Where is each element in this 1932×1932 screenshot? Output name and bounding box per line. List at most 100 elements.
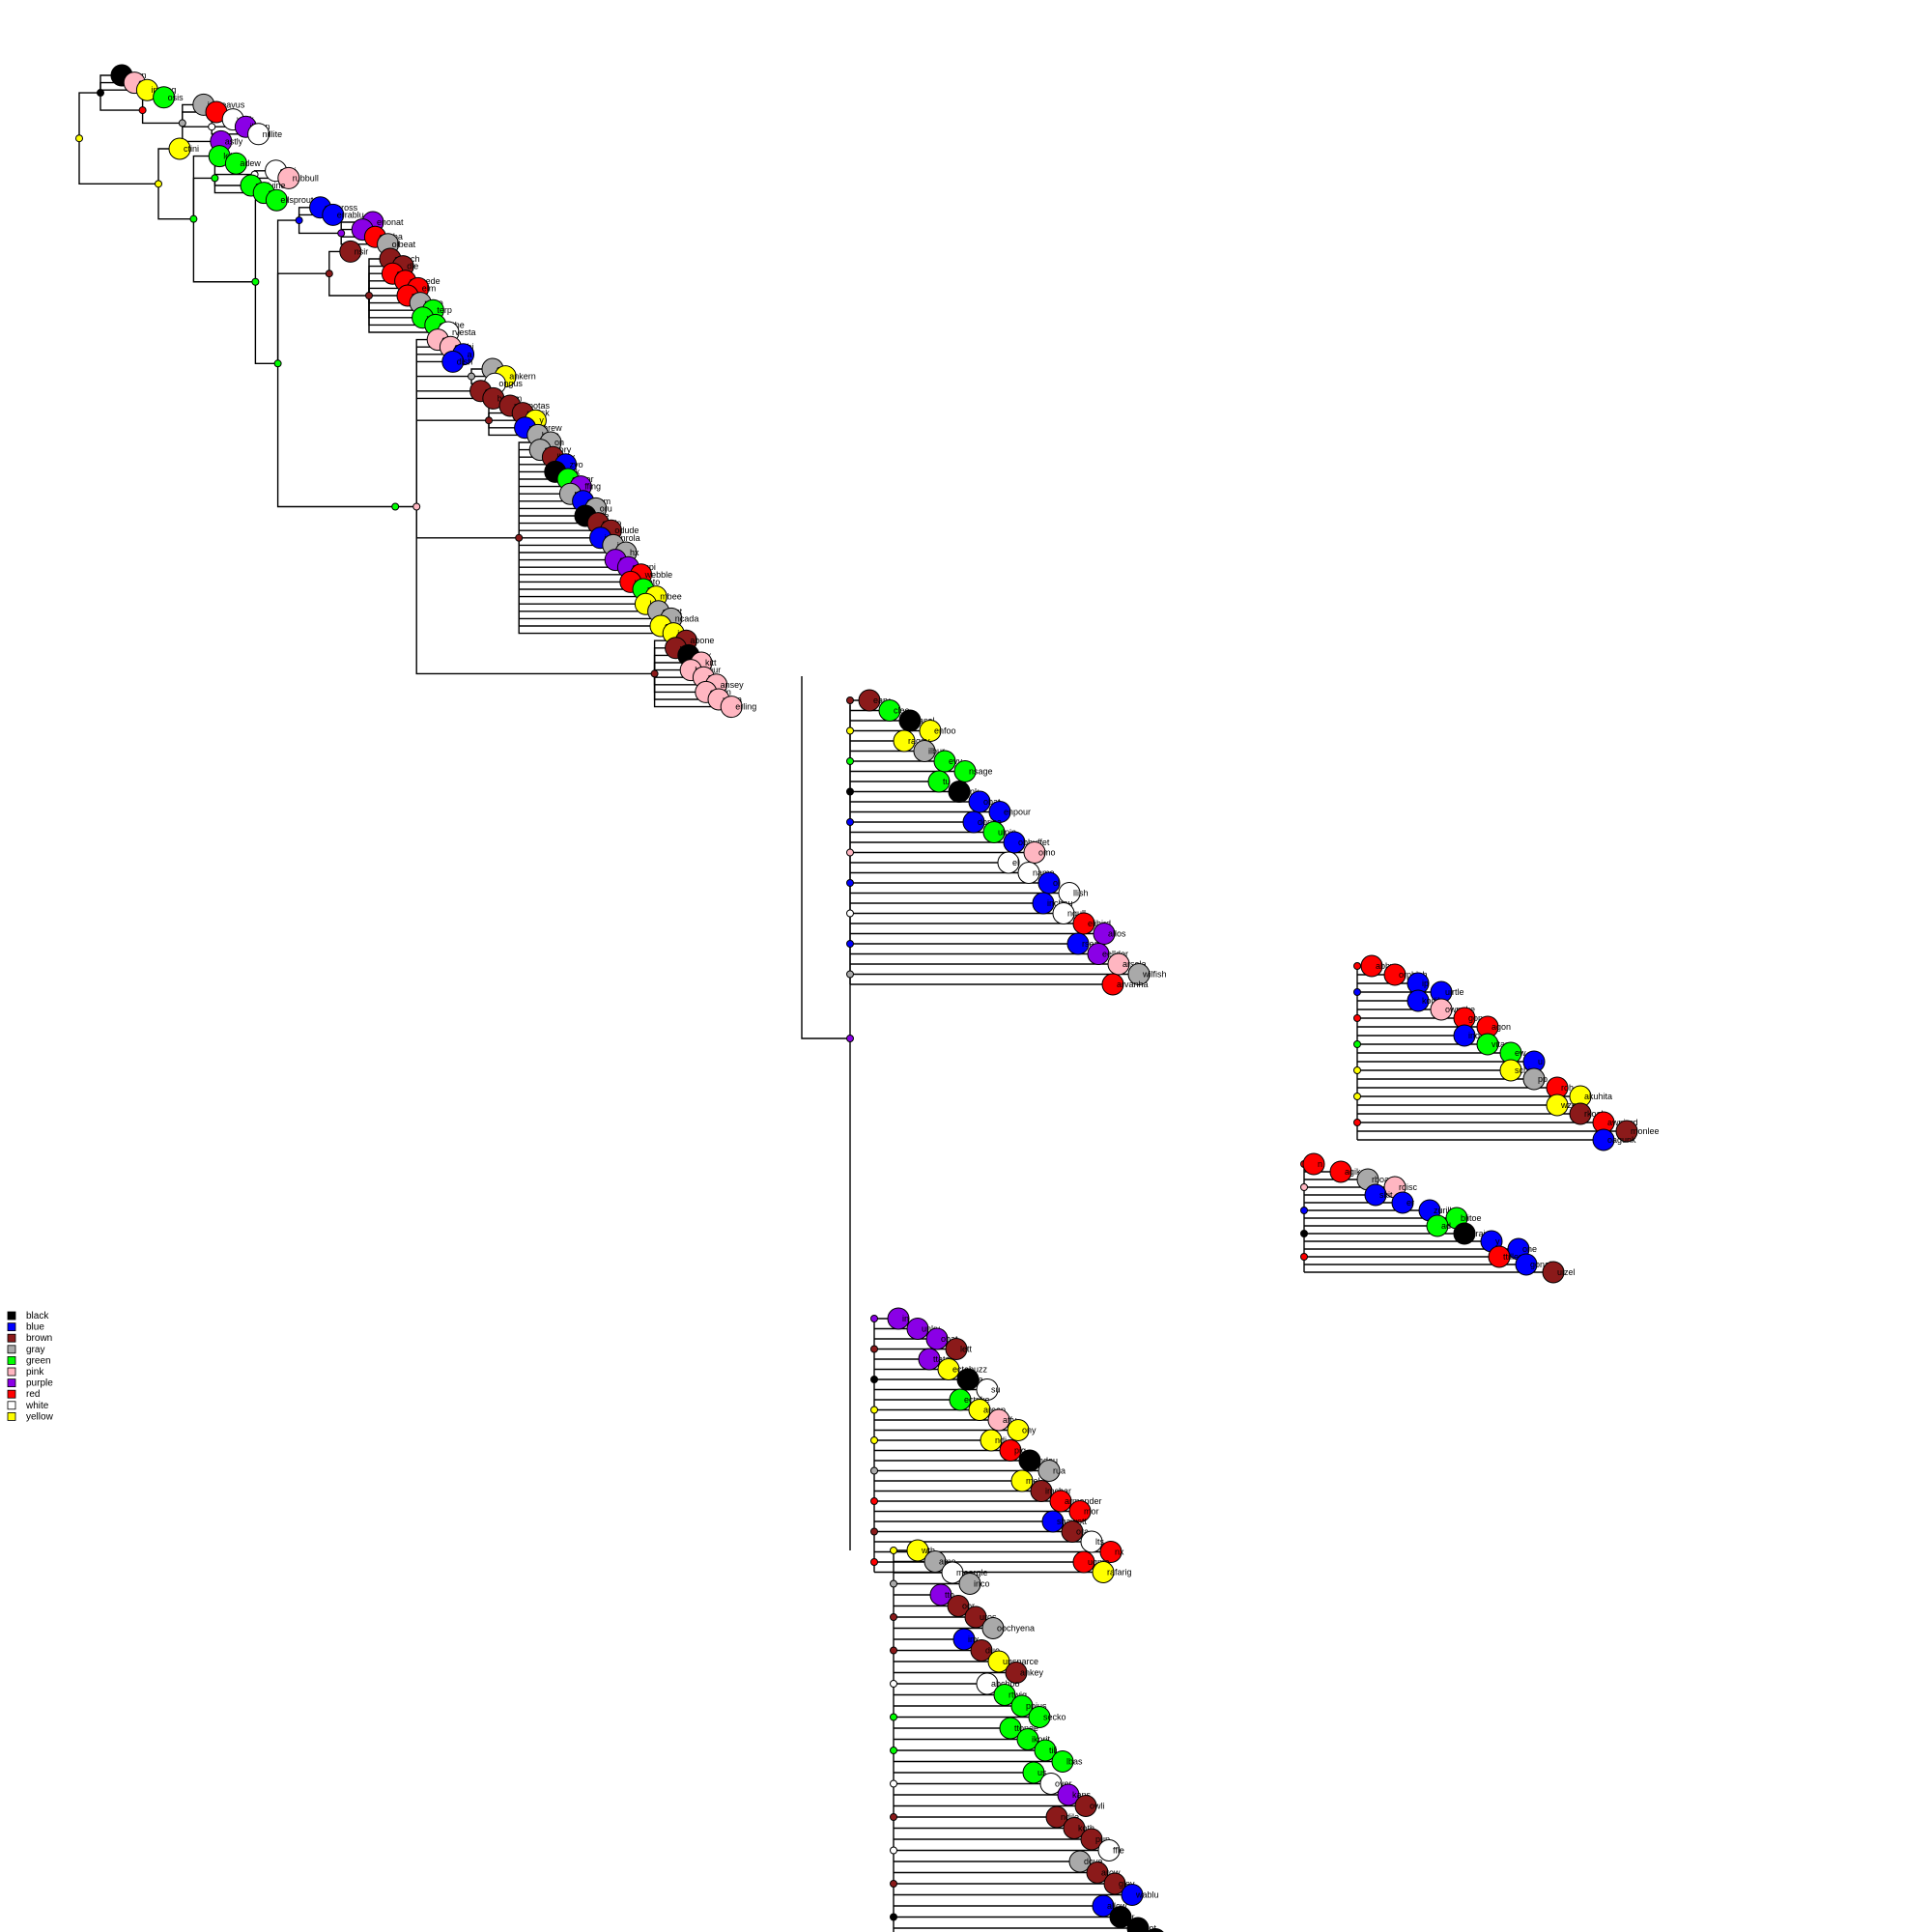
- internal-node: [1353, 1040, 1361, 1048]
- leaf-label: oagunk: [1607, 1135, 1636, 1145]
- leaf-label: wth: [921, 1546, 935, 1555]
- leaf-label: oru: [600, 503, 612, 513]
- internal-node: [870, 1558, 878, 1566]
- leaf-node: [1018, 1449, 1041, 1472]
- leaf-node: [1017, 862, 1040, 884]
- tree-edge: [99, 93, 143, 111]
- leaf-label: ad: [1441, 1221, 1451, 1231]
- internal-node: [890, 1646, 897, 1655]
- leaf-node: [1127, 963, 1151, 985]
- leaf-node: [878, 699, 901, 722]
- leaf-label: one: [1522, 1244, 1537, 1254]
- leaf-label: eary: [873, 696, 891, 705]
- leaf-node: [1092, 1894, 1115, 1918]
- tree-edge: [276, 272, 329, 364]
- leaf-label: oochyena: [997, 1624, 1035, 1634]
- leaf-label: rsea: [1082, 939, 1099, 949]
- legend-swatch: [7, 1345, 16, 1354]
- leaf-label: rafarig: [1107, 1568, 1132, 1577]
- leaf-node: [1453, 1024, 1476, 1047]
- leaf-node: [1488, 1245, 1511, 1268]
- legend-label: gray: [26, 1345, 44, 1355]
- leaf-node: [1364, 1183, 1387, 1207]
- leaf-node: [441, 350, 465, 373]
- leaf-label: tili: [1049, 1746, 1058, 1755]
- leaf-node: [970, 1639, 993, 1662]
- leaf-label: abchoo: [991, 1679, 1020, 1689]
- internal-node: [890, 1713, 897, 1721]
- internal-node: [846, 970, 854, 979]
- tree-edge: [415, 375, 471, 507]
- leaf-node: [988, 801, 1011, 823]
- color-legend: blackbluebrowngraygreenpinkpurpleredwhit…: [7, 1311, 54, 1422]
- leaf-node: [999, 1439, 1022, 1462]
- tree-edge: [254, 281, 278, 364]
- leaf-node: [1522, 1067, 1546, 1091]
- internal-node: [890, 1880, 897, 1888]
- leaf-label: llish: [1073, 889, 1089, 898]
- internal-node: [650, 669, 659, 678]
- leaf-label: koth: [1078, 1824, 1094, 1833]
- leaf-label: evy: [949, 756, 963, 766]
- leaf-node: [1097, 1839, 1121, 1861]
- internal-node: [870, 1436, 878, 1444]
- internal-node: [890, 1680, 897, 1688]
- leaf-node: [1049, 1490, 1072, 1513]
- internal-node: [412, 502, 421, 511]
- tree-internal-nodes: [75, 89, 1361, 1921]
- tree-edge: [141, 110, 183, 125]
- leaf-label: easel: [914, 716, 935, 725]
- leaf-node: [1030, 1480, 1053, 1502]
- leaf-node: [1101, 973, 1124, 996]
- leaf-node: [1086, 1861, 1109, 1884]
- leaf-node: [1546, 1094, 1569, 1117]
- leaf-label: enpour: [1004, 808, 1031, 817]
- leaf-node: [918, 1348, 941, 1371]
- tree-edge: [415, 338, 439, 507]
- leaf-label: a: [468, 350, 472, 359]
- internal-node: [890, 1913, 897, 1921]
- internal-node: [846, 909, 854, 918]
- leaf-label: ncada: [675, 613, 699, 623]
- internal-node: [846, 848, 854, 857]
- legend-swatch: [7, 1311, 16, 1321]
- tree-edge: [801, 676, 850, 1039]
- leaf-node: [1542, 1261, 1565, 1284]
- leaf-label: atot: [1142, 1923, 1157, 1932]
- legend-label: white: [25, 1401, 49, 1411]
- leaf-label: kans: [1072, 1790, 1092, 1800]
- leaf-label: zurill: [1434, 1206, 1452, 1215]
- leaf-node: [224, 152, 247, 175]
- leaf-label: ilbur: [928, 747, 945, 756]
- leaf-node: [1406, 989, 1430, 1012]
- leaf-label: cleo: [894, 706, 910, 716]
- internal-node: [1353, 1119, 1361, 1126]
- leaf-label: monlee: [1631, 1126, 1660, 1136]
- leaf-label: zle: [972, 1375, 983, 1384]
- leaf-node: [1453, 1222, 1476, 1245]
- leaf-node: [898, 709, 922, 732]
- tree-edge: [415, 419, 489, 507]
- leaf-node: [1430, 998, 1453, 1021]
- tree-edge: [415, 506, 520, 539]
- leaf-label: agikarp: [1345, 1167, 1374, 1177]
- legend-label: purple: [26, 1378, 53, 1389]
- leaf-label: uizel: [1557, 1267, 1576, 1277]
- leaf-label: arsola: [1122, 959, 1147, 969]
- leaf-label: adew: [240, 158, 261, 168]
- leaf-label: elibird: [1088, 919, 1111, 928]
- leaf-label: meargle: [956, 1568, 988, 1577]
- leaf-node: [168, 137, 191, 160]
- leaf-label: ellsprout: [280, 195, 314, 205]
- leaf-node: [1080, 1828, 1103, 1851]
- leaf-node: [1426, 1214, 1449, 1237]
- tree-leaves: hownewinglingosisisdreavuswickilloonnill…: [110, 64, 1660, 1932]
- leaf-node: [858, 689, 881, 712]
- leaf-node: [993, 1684, 1016, 1706]
- leaf-label: ame: [939, 1557, 956, 1567]
- leaf-label: enonat: [377, 217, 404, 227]
- leaf-label: rkrai: [1468, 1229, 1486, 1238]
- leaf-node: [968, 1399, 991, 1421]
- internal-node: [273, 359, 282, 368]
